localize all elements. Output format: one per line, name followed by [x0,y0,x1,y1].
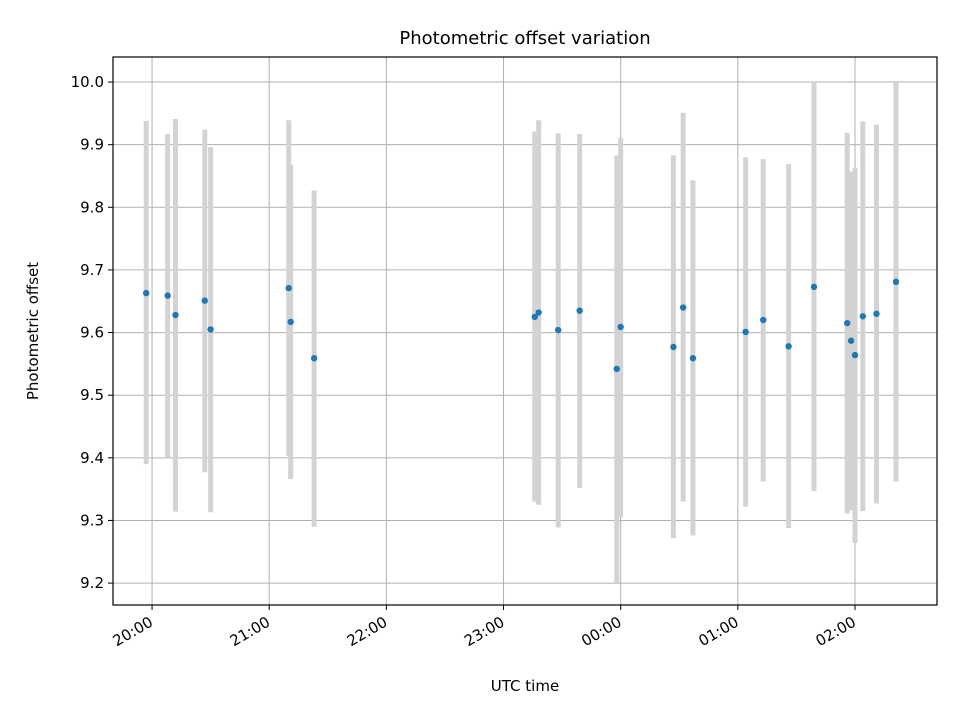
data-point [285,284,292,292]
data-point [613,365,620,373]
data-point [689,355,697,362]
data-point [810,283,818,291]
data-point [201,297,208,304]
chart-title: Photometric offset variation [399,28,650,49]
y-tick-label: 9.8 [80,198,104,216]
data-point [310,355,318,362]
data-point [847,337,855,344]
y-axis-label: Photometric offset [24,262,42,400]
data-point [576,307,583,314]
y-tick-label: 9.5 [80,386,104,404]
plot-frame [112,56,938,606]
data-point [172,311,179,319]
data-point [785,343,792,350]
data-point [554,326,562,334]
data-points [142,278,900,373]
data-point [859,313,867,320]
data-point [164,292,171,299]
data-point [142,289,150,297]
y-tick-label: 9.7 [80,261,104,279]
data-point [531,313,538,321]
data-point [670,343,677,351]
data-point [851,351,859,359]
y-tick-label: 10.0 [71,73,104,91]
data-point [760,316,767,324]
y-axis-ticks: 9.2 9.3 9.4 9.5 9.6 9.7 9.8 9.9 10.0 [71,73,113,592]
data-point [892,278,900,286]
x-axis-label: UTC time [491,677,559,695]
y-tick-label: 9.3 [80,511,104,529]
grid [113,57,937,605]
data-point [207,326,214,333]
data-point [535,309,542,316]
y-tick-label: 9.4 [80,449,104,467]
data-point [679,304,687,311]
y-tick-label: 9.9 [80,136,104,154]
data-point [617,323,624,331]
y-tick-label: 9.2 [80,574,104,592]
data-point [287,318,294,326]
data-point [873,310,880,317]
y-tick-label: 9.6 [80,324,104,342]
data-point [742,328,749,336]
data-point [843,319,851,327]
